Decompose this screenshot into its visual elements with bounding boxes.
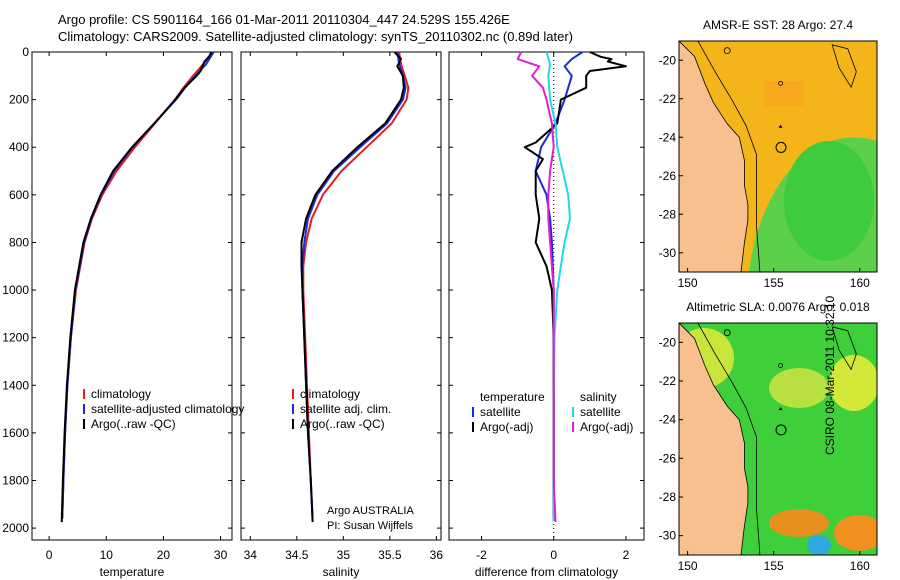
- x-tick-label: 10: [100, 548, 114, 562]
- map-x-tick-label: 155: [764, 559, 784, 573]
- depth-tick-label: 1600: [2, 426, 29, 440]
- depth-tick-label: 800: [9, 235, 29, 249]
- x-tick-label: 36: [430, 548, 444, 562]
- x-tick-label: 0: [550, 548, 557, 562]
- x-axis-label: salinity: [323, 565, 360, 579]
- map-y-tick-label: -26: [659, 451, 677, 465]
- map-y-tick-label: -28: [659, 207, 677, 221]
- island-outline: [723, 329, 731, 337]
- x-tick-label: -2: [476, 548, 487, 562]
- map-y-tick-label: -20: [659, 335, 677, 349]
- header-line-2: Climatology: CARS2009. Satellite-adjuste…: [58, 29, 573, 44]
- legend-heading: temperature: [480, 390, 545, 404]
- reef-outline: [831, 326, 857, 371]
- legend-entry: satellite: [580, 405, 621, 419]
- x-axis-label: difference from climatology: [475, 565, 618, 579]
- float-marker: [778, 124, 783, 128]
- map-y-tick-label: -20: [659, 53, 677, 67]
- credit-stamp: CSIRO 08-Mar-2011 10:32:10: [823, 295, 837, 455]
- x-tick-label: 0: [46, 548, 53, 562]
- shelf-contour: [697, 323, 761, 555]
- map-x-tick-label: 150: [678, 559, 698, 573]
- series-line-argo-raw-qc-: [60, 51, 213, 523]
- shelf-contour: [697, 41, 761, 272]
- series-line-argo-raw-qc-: [300, 51, 405, 523]
- argo-location-marker: [775, 141, 787, 153]
- legend-entry: Argo(..raw -QC): [300, 417, 385, 431]
- map-y-tick-label: -30: [659, 529, 677, 543]
- legend-heading: salinity: [580, 390, 617, 404]
- map-x-tick-label: 150: [678, 276, 698, 290]
- x-tick-label: 2: [623, 548, 630, 562]
- credit-pi: PI: Susan Wijffels: [327, 520, 413, 532]
- depth-tick-label: 1800: [2, 473, 29, 487]
- x-tick-label: 34: [244, 548, 258, 562]
- legend-entry: climatology: [300, 387, 360, 401]
- series-line-climatology: [302, 51, 410, 519]
- legend-entry: Argo(-adj): [580, 420, 633, 434]
- map-field-1: [679, 323, 877, 555]
- x-tick-label: 30: [214, 548, 228, 562]
- reef-outline: [831, 44, 857, 89]
- series-line-temperature-argo-adj-: [523, 51, 627, 517]
- map-y-tick-label: -22: [659, 374, 677, 388]
- map-frame: [678, 40, 878, 273]
- map-field-0: [679, 41, 877, 272]
- map-y-tick-label: -28: [659, 490, 677, 504]
- island-outline: [723, 47, 731, 55]
- credit-program: Argo AUSTRALIA: [327, 505, 414, 517]
- map-x-tick-label: 160: [850, 559, 870, 573]
- legend-entry: climatology: [91, 387, 151, 401]
- legend-entry: Argo(-adj): [480, 420, 533, 434]
- map-frame: [678, 322, 878, 556]
- map-x-tick-label: 155: [764, 276, 784, 290]
- island-outline: [778, 80, 783, 86]
- map-y-tick-label: -24: [659, 130, 677, 144]
- argo-location-marker: [775, 424, 787, 436]
- series-line-salinity-argo-adj-: [516, 51, 557, 523]
- legend-entry: satellite-adjusted climatology: [91, 402, 244, 416]
- x-tick-label: 34.5: [285, 548, 309, 562]
- map-y-tick-label: -24: [659, 413, 677, 427]
- land-mass: [679, 323, 749, 555]
- depth-tick-label: 600: [9, 188, 29, 202]
- legend-entry: Argo(..raw -QC): [91, 417, 176, 431]
- panel-frame: [240, 51, 442, 541]
- map-title: AMSR-E SST: 28 Argo: 27.4: [703, 18, 853, 32]
- land-mass: [679, 41, 749, 272]
- legend-entry: satellite: [480, 405, 521, 419]
- x-tick-label: 35: [337, 548, 351, 562]
- map-x-tick-label: 160: [850, 276, 870, 290]
- x-tick-label: 35.5: [378, 548, 402, 562]
- depth-tick-label: 2000: [2, 521, 29, 535]
- depth-tick-label: 1200: [2, 331, 29, 345]
- map-y-tick-label: -26: [659, 169, 677, 183]
- depth-tick-label: 400: [9, 140, 29, 154]
- depth-tick-label: 200: [9, 93, 29, 107]
- series-line-satellite-adj-clim-: [301, 51, 407, 519]
- depth-tick-label: 1400: [2, 378, 29, 392]
- map-y-tick-label: -30: [659, 246, 677, 260]
- series-line-satellite-adjusted-climatology: [61, 51, 215, 519]
- panel-frame: [31, 51, 233, 541]
- map-y-tick-label: -22: [659, 92, 677, 106]
- series-line-temperature-satellite: [534, 51, 584, 521]
- float-marker: [778, 407, 783, 411]
- header-line-1: Argo profile: CS 5901164_166 01-Mar-2011…: [58, 12, 510, 27]
- panel-frame: [448, 51, 645, 541]
- legend-entry: satellite adj. clim.: [300, 402, 391, 416]
- map-title: Altimetric SLA: 0.0076 Argo: 0.018: [686, 300, 870, 314]
- island-outline: [778, 363, 783, 368]
- x-axis-label: temperature: [100, 565, 165, 579]
- x-tick-label: 20: [157, 548, 171, 562]
- depth-tick-label: 0: [22, 45, 29, 59]
- depth-tick-label: 1000: [2, 283, 29, 297]
- series-line-climatology: [61, 51, 213, 519]
